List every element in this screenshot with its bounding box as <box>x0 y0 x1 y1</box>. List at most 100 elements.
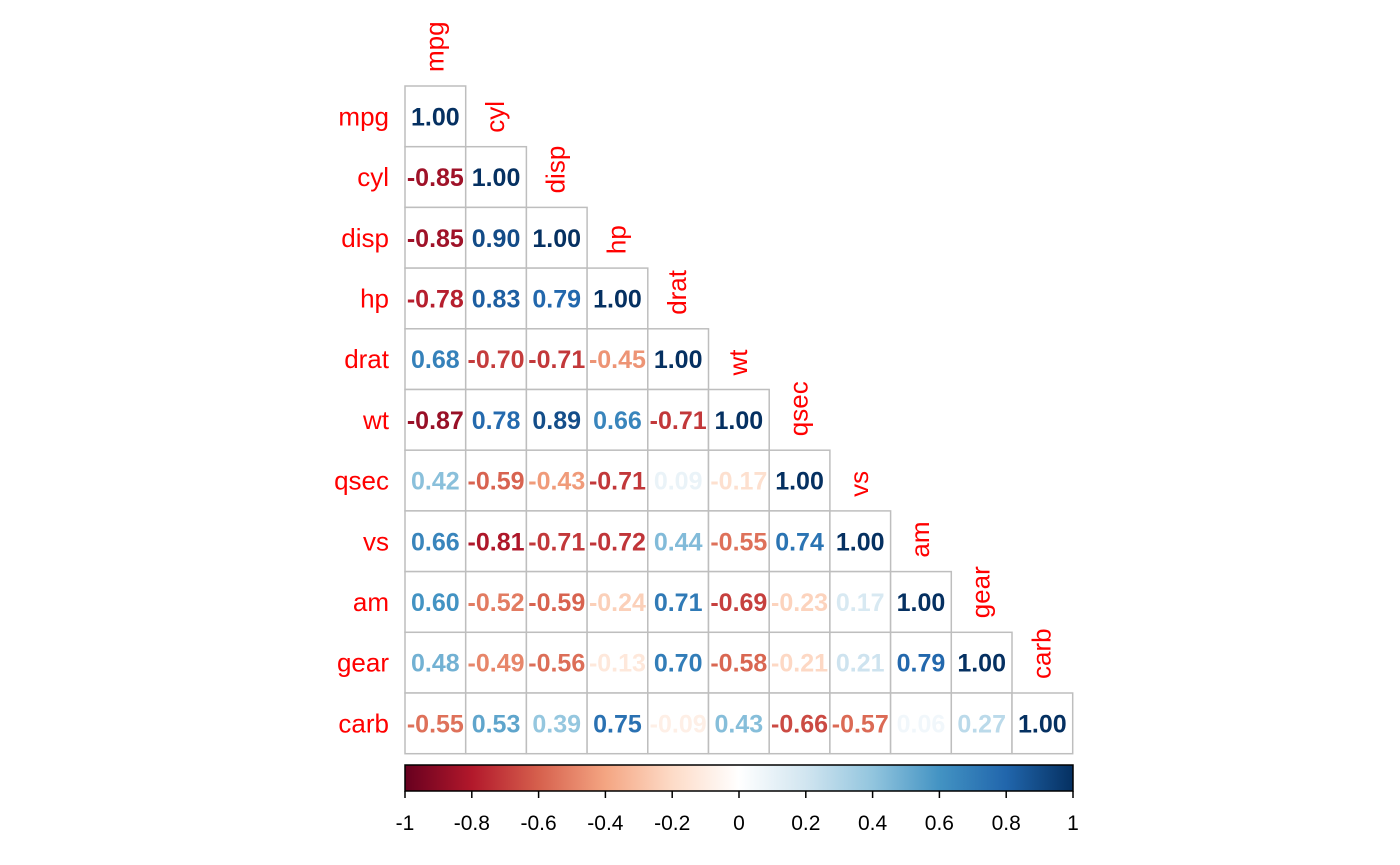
cell-box <box>829 631 892 694</box>
column-label-hp: hp <box>601 225 631 254</box>
cell-carb-am: 0.06 <box>889 692 953 755</box>
cell-value: 0.68 <box>411 346 460 374</box>
cell-qsec-disp: -0.43 <box>525 449 588 512</box>
legend-tick-label: -0.6 <box>521 812 557 835</box>
cell-gear-vs: 0.21 <box>829 631 892 694</box>
cell-am-drat: 0.71 <box>647 570 710 634</box>
legend-tick-label: 0.8 <box>992 812 1021 835</box>
column-labels: mpg cyl disp hp drat wt qsec vs am gear carb <box>419 21 1056 679</box>
color-legend: -1 -0.8 -0.6 -0.4 -0.2 0 0.2 0.4 0.6 0.8 1 <box>396 764 1079 835</box>
cell-drat-disp: -0.71 <box>525 328 588 391</box>
cell-value: 1.00 <box>1018 710 1067 738</box>
legend-tick-label: -0.2 <box>654 812 690 835</box>
cell-value: -0.69 <box>710 589 767 617</box>
cell-value: -0.52 <box>468 589 525 617</box>
cell-disp-mpg: -0.85 <box>404 206 467 269</box>
legend-tick-label: 0.6 <box>925 812 954 835</box>
cell-value: 1.00 <box>472 164 521 192</box>
cell-box <box>586 692 649 755</box>
column-label-qsec: qsec <box>784 381 814 436</box>
cell-vs-qsec: 0.74 <box>768 510 831 573</box>
cell-value: 1.00 <box>836 528 885 556</box>
column-label-am: am <box>905 521 935 557</box>
cell-box <box>586 570 649 634</box>
cell-vs-disp: -0.71 <box>525 510 588 573</box>
row-label-cyl: cyl <box>357 162 389 192</box>
color-legend-ticks: -1 -0.8 -0.6 -0.4 -0.2 0 0.2 0.4 0.6 0.8 1 <box>396 791 1079 835</box>
cell-box <box>525 631 588 694</box>
cell-drat-hp: -0.45 <box>586 328 649 391</box>
color-legend-bar <box>404 764 1074 792</box>
row-label-drat: drat <box>344 344 390 374</box>
cell-wt-wt: 1.00 <box>707 388 770 451</box>
legend-tick-label: 1 <box>1067 812 1079 835</box>
row-label-vs: vs <box>363 526 389 556</box>
cell-box <box>707 449 770 512</box>
cell-vs-mpg: 0.66 <box>404 510 467 573</box>
cell-box <box>707 570 770 634</box>
cell-am-am: 1.00 <box>889 570 953 634</box>
cell-disp-disp: 1.00 <box>525 206 588 269</box>
cell-value: -0.66 <box>771 710 828 738</box>
cell-value: -0.57 <box>832 710 889 738</box>
cell-carb-drat: -0.09 <box>647 692 710 755</box>
cell-cyl-cyl: 1.00 <box>464 145 528 209</box>
cell-value: 0.78 <box>472 407 521 435</box>
cell-wt-mpg: -0.87 <box>404 388 467 451</box>
cell-value: 0.27 <box>957 710 1006 738</box>
cell-disp-cyl: 0.90 <box>464 206 528 269</box>
cell-value: -0.59 <box>468 468 525 496</box>
cell-value: -0.71 <box>528 528 585 556</box>
cell-carb-vs: -0.57 <box>829 692 892 755</box>
cell-qsec-mpg: 0.42 <box>404 449 467 512</box>
row-label-am: am <box>353 587 389 617</box>
cell-qsec-qsec: 1.00 <box>768 449 831 512</box>
cell-carb-cyl: 0.53 <box>464 692 528 755</box>
cell-box <box>707 631 770 694</box>
cell-value: -0.85 <box>407 164 464 192</box>
cell-gear-am: 0.79 <box>889 631 953 694</box>
cell-box <box>404 510 467 573</box>
row-label-qsec: qsec <box>334 466 389 496</box>
cell-carb-gear: 0.27 <box>950 692 1013 755</box>
cell-value: 0.75 <box>593 710 642 738</box>
cell-value: -0.71 <box>589 468 646 496</box>
cell-value: -0.72 <box>589 528 646 556</box>
cell-box <box>404 449 467 512</box>
cell-value: -0.23 <box>771 589 828 617</box>
cell-box <box>1011 692 1074 755</box>
cell-box <box>586 328 649 391</box>
cell-box <box>525 388 588 451</box>
cell-am-hp: -0.24 <box>586 570 649 634</box>
cell-box <box>586 267 649 330</box>
cell-value: 0.71 <box>654 589 703 617</box>
cell-wt-hp: 0.66 <box>586 388 649 451</box>
cell-box <box>768 692 831 755</box>
cell-box <box>889 631 953 694</box>
cell-box <box>464 631 528 694</box>
cell-am-wt: -0.69 <box>707 570 770 634</box>
cell-carb-carb: 1.00 <box>1011 692 1074 755</box>
cell-gear-disp: -0.56 <box>525 631 588 694</box>
cell-value: 1.00 <box>532 225 581 253</box>
correlation-matrix: 1.00 -0.85 1.00 -0.85 0.90 1.00 -0.78 0.83 0.79 1… <box>404 85 1074 755</box>
cell-gear-hp: -0.13 <box>586 631 649 694</box>
cell-box <box>586 631 649 694</box>
cell-value: -0.59 <box>528 589 585 617</box>
cell-drat-cyl: -0.70 <box>464 328 528 391</box>
cell-value: -0.49 <box>468 650 525 678</box>
cell-box <box>464 449 528 512</box>
cell-hp-disp: 0.79 <box>525 267 588 330</box>
cell-value: 0.43 <box>715 710 764 738</box>
cell-box <box>707 692 770 755</box>
column-label-cyl: cyl <box>480 101 510 133</box>
cell-carb-hp: 0.75 <box>586 692 649 755</box>
column-label-vs: vs <box>844 471 874 497</box>
cell-wt-disp: 0.89 <box>525 388 588 451</box>
cell-value: -0.17 <box>710 468 767 496</box>
cell-value: -0.45 <box>589 346 646 374</box>
cell-value: -0.71 <box>650 407 707 435</box>
cell-drat-drat: 1.00 <box>647 328 710 391</box>
legend-tick-label: -0.4 <box>587 812 624 835</box>
